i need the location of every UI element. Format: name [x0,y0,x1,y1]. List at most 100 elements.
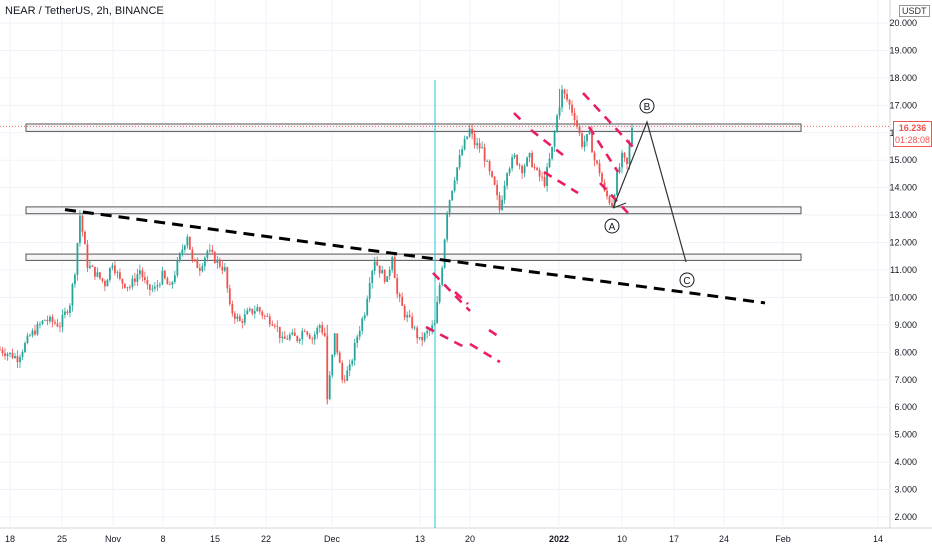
y-tick-label: 10.000 [889,292,917,302]
candle-body [4,353,6,356]
y-tick-label: 17.000 [889,100,917,110]
x-tick-label: 2022 [549,534,569,544]
candle-body [458,155,461,168]
candle-body [388,269,391,277]
candle-body [456,167,459,181]
candle-body [268,316,271,325]
candle-body [148,284,151,290]
candle-body [173,275,176,283]
currency-label[interactable]: USDT [899,5,930,17]
candle-body [86,244,89,268]
candle-body [543,176,546,187]
candle-body [468,128,471,137]
candle-body [34,330,36,335]
price-axis-bg [890,0,932,550]
candle-body [433,323,436,326]
candle-body [16,356,19,363]
candle-body [288,334,291,340]
pink-dashed-channel [488,328,502,340]
candle-body [601,173,603,183]
candle-body [221,266,224,271]
wave-label-circle [679,272,695,288]
support-resistance-zone [25,123,802,132]
y-tick-label: 9.000 [894,320,917,330]
candle-body [203,257,206,267]
last-price-value: 16.236 [898,123,927,133]
pink-dashed-channel [432,272,471,312]
candle-body [321,325,324,333]
candle-body [136,274,139,282]
candle-body [251,308,254,314]
candle-body [443,239,446,268]
candle-body [296,335,299,342]
candle-body [418,337,421,339]
candle-body [124,283,126,288]
candle-body [39,323,41,325]
candle-body [423,333,426,341]
candle-body [411,316,414,329]
candle-body [128,286,131,288]
candle-body [351,360,354,365]
candle-body [446,212,449,240]
candle-body [363,315,366,319]
candle-body [41,320,44,324]
candle-body [59,326,61,328]
x-tick-label: Dec [324,534,341,544]
candle-body [331,354,334,376]
candle-body [323,332,326,337]
candle-body [343,379,346,381]
candle-body [243,314,246,323]
candle-body [336,333,339,353]
dashed-trendline [64,208,766,305]
candle-body [593,152,596,161]
candle-body [216,259,219,263]
candle-body [176,260,179,276]
candle-body [346,370,349,381]
candle-body [26,335,29,343]
pink-dashed-channel [530,128,564,157]
x-tick-label: 8 [160,534,165,544]
candle-body [236,316,239,319]
candle-body [551,146,553,159]
candle-body [163,270,166,279]
candle-body [223,267,226,271]
candle-body [19,357,21,363]
x-tick-label: Nov [105,534,122,544]
candle-body [626,157,628,165]
pink-dashed-channel [425,325,469,351]
candle-body [54,322,56,324]
candle-body [96,272,99,277]
candle-body [618,167,621,173]
candle-body [368,283,371,299]
candle-body [106,279,109,287]
candle-body [258,307,261,312]
candle-body [486,161,489,162]
candle-body [571,104,573,113]
candle-body [576,120,578,127]
candle-body [273,325,276,327]
candle-body [401,296,404,306]
candle-body [516,154,518,165]
y-tick-label: 7.000 [894,375,917,385]
x-tick-label: 10 [617,534,627,544]
candle-body [473,134,476,146]
y-tick-label: 20.000 [889,18,917,28]
candle-body [64,311,66,315]
candle-body [193,259,196,261]
pink-dashed-channel [582,92,634,148]
candle-body [109,267,111,280]
candle-body [308,334,311,339]
candle-body [281,336,284,339]
candle-body [373,261,376,272]
y-tick-label: 3.000 [894,485,917,495]
candle-body [94,266,96,277]
candle-body [253,311,256,314]
y-tick-label: 14.000 [889,183,917,193]
candle-body [91,265,94,267]
candle-body [218,259,221,267]
candle-body [198,268,201,271]
candle-body [531,152,533,168]
candle-body [69,305,71,313]
candle-body [283,336,286,339]
